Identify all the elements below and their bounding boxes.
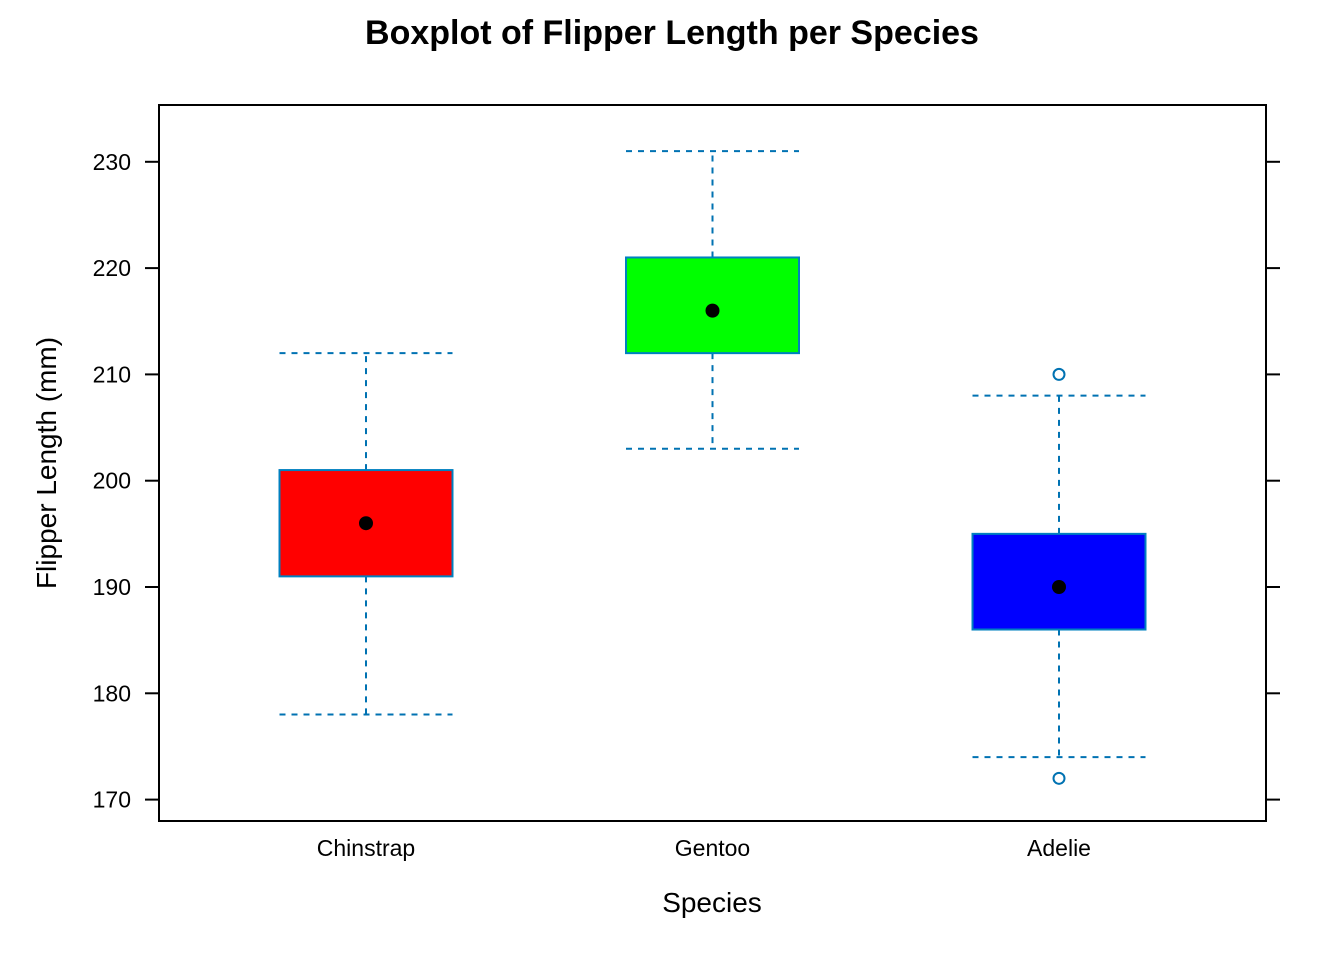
y-tick-label: 190 — [93, 574, 131, 600]
y-tick-label: 170 — [93, 787, 131, 813]
y-axis: 170 180 190 200 210 220 230 — [93, 149, 1280, 813]
outlier-point — [1052, 367, 1066, 381]
x-tick-label: Adelie — [1027, 835, 1091, 861]
x-tick-label: Chinstrap — [317, 835, 415, 861]
outlier-point — [1052, 771, 1066, 785]
chart-title: Boxplot of Flipper Length per Species — [365, 14, 979, 52]
y-tick-label: 180 — [93, 680, 131, 706]
y-tick-label: 210 — [93, 361, 131, 387]
median-dot — [705, 303, 720, 318]
y-tick-label: 220 — [93, 255, 131, 281]
x-axis-label: Species — [662, 887, 762, 918]
y-tick-label: 230 — [93, 149, 131, 175]
x-tick-label: Gentoo — [675, 835, 750, 861]
x-axis: Chinstrap Gentoo Adelie — [317, 835, 1091, 861]
y-axis-label: Flipper Length (mm) — [31, 337, 62, 589]
median-dot — [359, 516, 373, 531]
median-dot — [1052, 580, 1066, 594]
box-series — [278, 150, 1147, 785]
plot-frame — [158, 104, 1267, 822]
y-tick-label: 200 — [93, 468, 131, 494]
